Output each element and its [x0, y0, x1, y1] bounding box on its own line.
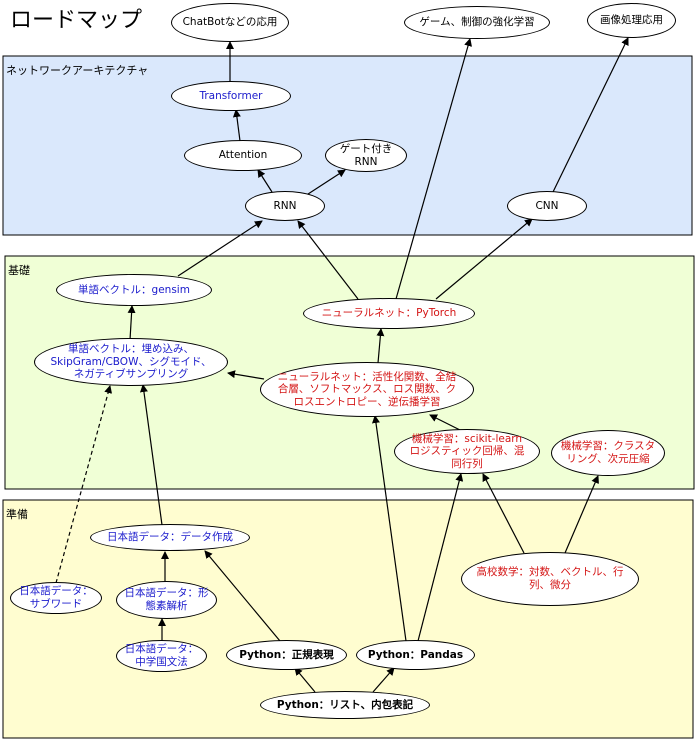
basics-region-label: 基礎 — [8, 264, 30, 277]
edge-nntheory-pytorch — [376, 328, 385, 364]
node-python-list-label: Python：リスト、内包表記 — [276, 698, 414, 711]
edge-datacreate-embed — [139, 384, 163, 526]
node-nn-theory[interactable]: ニューラルネット：活性化関数、全結 合層、ソフトマックス、ロス関数、ク ロスエン… — [260, 362, 474, 417]
node-python-pandas-label: Python：Pandas — [367, 648, 464, 661]
edge-regex-datacreate — [204, 550, 281, 642]
node-jp-data-creation[interactable]: 日本語データ：データ作成 — [90, 524, 250, 551]
node-gated-rnn[interactable]: ゲート付き RNN — [325, 139, 407, 172]
node-chatbot-label: ChatBotなどの応用 — [182, 16, 278, 29]
edge-nntheory-embed — [227, 370, 265, 380]
node-rnn-label: RNN — [273, 199, 297, 212]
node-game-rl-label: ゲーム、制御の強化学習 — [419, 16, 535, 29]
node-cnn[interactable]: CNN — [507, 191, 587, 221]
node-image-processing[interactable]: 画像処理応用 — [587, 3, 676, 38]
node-word-vector-gensim[interactable]: 単語ベクトル：gensim — [56, 274, 212, 306]
network-region-label: ネットワークアーキテクチャ — [6, 64, 149, 77]
edge-embed-gensim — [127, 305, 136, 341]
edge-list-regex — [294, 667, 316, 693]
edge-list-pandas — [372, 667, 395, 693]
edge-pandas-sklearn — [417, 473, 464, 642]
node-word-vector-embedding-label: 単語ベクトル：埋め込み、 SkipGram/CBOW、シグモイド、 ネガティブサ… — [50, 343, 212, 381]
edge-gensim-rnn — [177, 220, 263, 277]
node-transformer[interactable]: Transformer — [171, 81, 291, 111]
edge-pandas-nntheory — [371, 415, 407, 642]
node-jp-subword-label: 日本語データ： サブワード — [19, 585, 93, 610]
node-python-regex-label: Python：正規表現 — [239, 648, 334, 661]
node-ml-clustering[interactable]: 機械学習：クラスタ リング、次元圧縮 — [551, 430, 665, 476]
node-jp-grammar-label: 日本語データ： 中学国文法 — [124, 643, 199, 668]
node-python-regex[interactable]: Python：正規表現 — [226, 640, 347, 670]
prep-region-label: 準備 — [6, 508, 28, 521]
edge-pytorch-rnn — [297, 220, 359, 300]
node-nn-pytorch-label: ニューラルネット：PyTorch — [321, 307, 457, 320]
edge-rnn-attention — [257, 169, 273, 193]
node-ml-sklearn[interactable]: 機械学習：scikit-learn ロジスティック回帰、混 同行列 — [394, 429, 540, 474]
node-hs-math[interactable]: 高校数学：対数、ベクトル、行 列、微分 — [461, 552, 639, 606]
node-python-list[interactable]: Python：リスト、内包表記 — [260, 691, 430, 719]
node-jp-morphology-label: 日本語データ：形 態素解析 — [124, 587, 209, 612]
edge-subword-embed — [55, 385, 113, 584]
node-python-pandas[interactable]: Python：Pandas — [356, 640, 475, 670]
node-word-vector-gensim-label: 単語ベクトル：gensim — [78, 283, 190, 296]
node-word-vector-embedding[interactable]: 単語ベクトル：埋め込み、 SkipGram/CBOW、シグモイド、 ネガティブサ… — [34, 338, 228, 386]
edge-rnn-gated — [304, 169, 346, 197]
node-jp-data-creation-label: 日本語データ：データ作成 — [107, 531, 233, 544]
edge-cnn-image — [552, 37, 629, 193]
edge-attention-transformer — [232, 109, 241, 142]
page-title: ロードマップ — [10, 8, 143, 33]
node-rnn[interactable]: RNN — [245, 191, 325, 221]
edge-pytorch-cnn — [435, 218, 533, 300]
edge-math-cluster — [564, 475, 599, 554]
edge-pytorch-game — [395, 38, 472, 300]
node-gated-rnn-label: ゲート付き RNN — [339, 142, 393, 168]
node-chatbot[interactable]: ChatBotなどの応用 — [171, 3, 289, 42]
node-nn-pytorch[interactable]: ニューラルネット：PyTorch — [303, 298, 475, 329]
node-ml-clustering-label: 機械学習：クラスタ リング、次元圧縮 — [560, 440, 656, 465]
node-jp-grammar[interactable]: 日本語データ： 中学国文法 — [116, 640, 207, 672]
node-image-processing-label: 画像処理応用 — [600, 14, 663, 27]
node-jp-morphology[interactable]: 日本語データ：形 態素解析 — [116, 581, 217, 619]
node-hs-math-label: 高校数学：対数、ベクトル、行 列、微分 — [476, 566, 624, 591]
node-cnn-label: CNN — [535, 199, 559, 212]
edge-math-sklearn — [482, 473, 525, 554]
node-jp-subword[interactable]: 日本語データ： サブワード — [10, 582, 102, 614]
node-ml-sklearn-label: 機械学習：scikit-learn ロジスティック回帰、混 同行列 — [409, 432, 525, 470]
node-attention-label: Attention — [218, 149, 268, 162]
node-nn-theory-label: ニューラルネット：活性化関数、全結 合層、ソフトマックス、ロス関数、ク ロスエン… — [277, 370, 457, 408]
node-game-rl[interactable]: ゲーム、制御の強化学習 — [404, 6, 550, 39]
node-attention[interactable]: Attention — [184, 140, 302, 171]
node-transformer-label: Transformer — [199, 89, 263, 102]
